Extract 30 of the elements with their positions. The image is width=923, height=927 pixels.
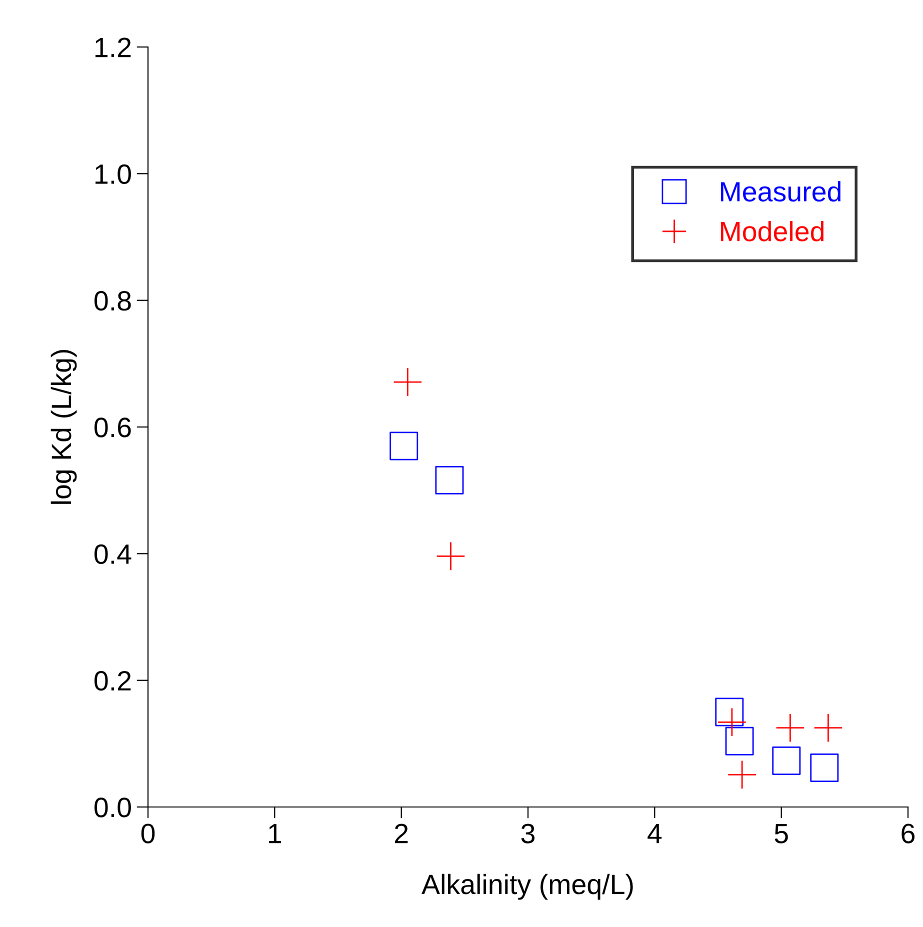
x-tick-label: 3 <box>521 824 535 844</box>
y-tick-label: 1.0 <box>96 164 131 184</box>
point <box>776 714 804 742</box>
point <box>436 542 465 570</box>
point <box>725 726 754 756</box>
x-tick-label: 6 <box>902 824 915 844</box>
y-tick-label: 0.2 <box>94 671 131 691</box>
point <box>772 746 801 775</box>
x-tick-label: 4 <box>648 824 662 844</box>
point <box>814 714 842 742</box>
point <box>715 698 744 726</box>
point <box>394 368 422 396</box>
x-tick-label: 2 <box>395 824 408 844</box>
y-tick-label: 0.4 <box>94 544 132 564</box>
y-axis-title: log Kd (L/kg) <box>50 350 77 504</box>
x-tick-label: 1 <box>269 824 282 844</box>
point <box>728 760 756 789</box>
point <box>718 708 746 736</box>
point <box>435 466 464 494</box>
y-tick-label: 0.6 <box>94 418 131 438</box>
x-tick-label: 5 <box>774 824 788 844</box>
y-tick-label: 0.0 <box>94 798 131 818</box>
x-tick-label: 0 <box>141 824 155 844</box>
point <box>390 432 418 460</box>
y-tick-label: 1.2 <box>96 38 131 58</box>
legend-label: Measured <box>720 181 840 202</box>
x-axis-title: Alkalinity (meq/L) <box>422 874 633 900</box>
legend-label: Modeled <box>720 220 824 242</box>
y-tick-label: 0.8 <box>94 291 131 311</box>
point <box>810 754 839 782</box>
